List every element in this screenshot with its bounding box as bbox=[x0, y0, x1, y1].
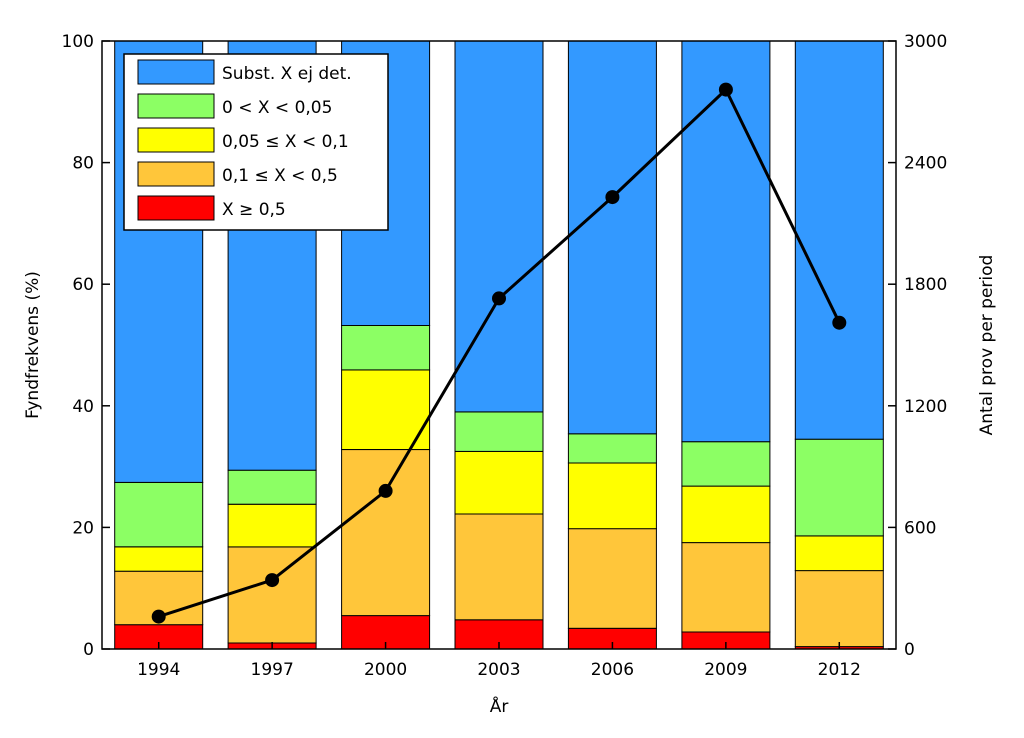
bar-segment bbox=[454, 411, 544, 452]
bar-segment bbox=[227, 546, 317, 644]
left-tick-label: 100 bbox=[62, 32, 94, 52]
x-tick-label: 2000 bbox=[364, 660, 407, 680]
legend-swatch bbox=[137, 59, 215, 85]
left-tick-label: 40 bbox=[72, 397, 94, 417]
legend: Subst. X ej det. 0 < X < 0,05 0,05 ≤ X < 0… bbox=[123, 53, 389, 231]
bar-segment bbox=[794, 570, 884, 648]
bar-segment bbox=[227, 469, 317, 505]
bar-segment bbox=[341, 449, 431, 617]
right-tick-label: 600 bbox=[904, 518, 936, 538]
legend-label: 0,05 ≤ X < 0,1 bbox=[222, 132, 349, 152]
left-axis: 0 20 40 60 80 100 bbox=[62, 32, 110, 660]
sample-count-line bbox=[151, 82, 847, 624]
bar-segment bbox=[227, 503, 317, 548]
bar-segment bbox=[567, 433, 657, 464]
x-axis-title: År bbox=[490, 695, 509, 717]
line-point bbox=[605, 190, 620, 205]
bar-segment bbox=[341, 325, 431, 371]
x-axis: 1994 1997 2000 2003 2006 2009 2012 bbox=[137, 642, 861, 680]
x-tick-label: 2006 bbox=[591, 660, 634, 680]
right-tick-label: 1200 bbox=[904, 397, 947, 417]
line-point bbox=[378, 483, 393, 498]
legend-swatch bbox=[137, 127, 215, 153]
left-axis-title: Fyndfrekvens (%) bbox=[23, 271, 43, 419]
x-tick-label: 1994 bbox=[137, 660, 180, 680]
legend-label: 0,1 ≤ X < 0,5 bbox=[222, 166, 338, 186]
bar-segment bbox=[794, 535, 884, 572]
bar-segment bbox=[681, 441, 771, 487]
bar-segment bbox=[794, 40, 884, 440]
line-point bbox=[265, 573, 280, 588]
legend-label: Subst. X ej det. bbox=[222, 64, 352, 84]
x-tick-label: 2012 bbox=[818, 660, 861, 680]
bar-segment bbox=[567, 40, 657, 435]
x-tick-label: 2009 bbox=[704, 660, 747, 680]
legend-swatch bbox=[137, 195, 215, 221]
bar-segment bbox=[794, 438, 884, 537]
right-axis: 0 600 1200 1800 2400 3000 bbox=[888, 32, 947, 660]
line-point bbox=[718, 82, 733, 97]
bar-segment bbox=[567, 528, 657, 629]
right-tick-label: 1800 bbox=[904, 275, 947, 295]
bar-segment bbox=[114, 481, 204, 548]
bar-segment bbox=[681, 40, 771, 443]
left-tick-label: 0 bbox=[83, 640, 94, 660]
bar-segment bbox=[567, 462, 657, 530]
legend-swatch bbox=[137, 161, 215, 187]
bar-segment bbox=[114, 546, 204, 572]
bar-segment bbox=[681, 542, 771, 633]
left-tick-label: 20 bbox=[72, 518, 94, 538]
right-axis-title: Antal prov per period bbox=[977, 255, 997, 436]
x-tick-label: 2003 bbox=[477, 660, 520, 680]
legend-swatch bbox=[137, 93, 215, 119]
right-tick-label: 2400 bbox=[904, 154, 947, 174]
x-tick-label: 1997 bbox=[251, 660, 294, 680]
bar-segment bbox=[454, 450, 544, 515]
line-point bbox=[151, 609, 166, 624]
bar-segment bbox=[681, 485, 771, 544]
right-tick-label: 0 bbox=[904, 640, 915, 660]
legend-label: 0 < X < 0,05 bbox=[222, 98, 332, 118]
bar-segment bbox=[454, 40, 544, 413]
bar-segment bbox=[454, 513, 544, 621]
left-tick-label: 60 bbox=[72, 275, 94, 295]
left-tick-label: 80 bbox=[72, 154, 94, 174]
legend-label: X ≥ 0,5 bbox=[222, 200, 286, 220]
line-point bbox=[832, 315, 847, 330]
line-point bbox=[492, 291, 506, 306]
right-tick-label: 3000 bbox=[904, 32, 947, 52]
